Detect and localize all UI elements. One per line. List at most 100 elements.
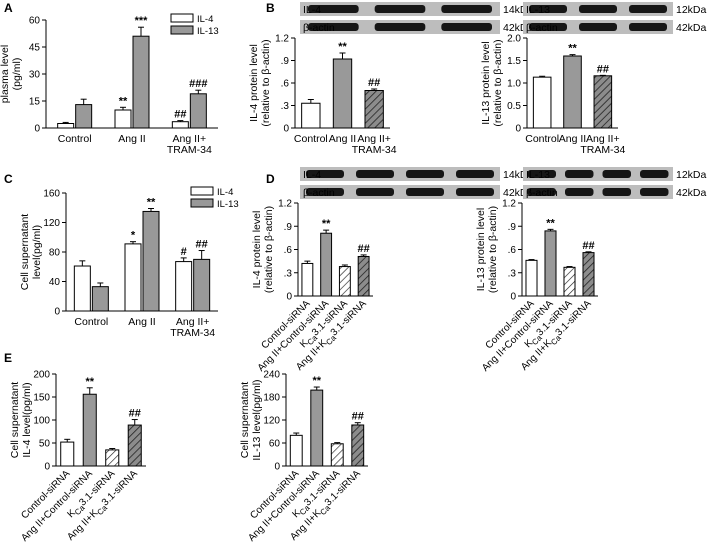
y-tick-label: 0 — [510, 292, 516, 303]
y-tick-label: 120 — [263, 416, 280, 427]
bar-3 — [127, 424, 142, 467]
y-tick-label: 200 — [33, 370, 50, 381]
blot-band — [441, 23, 492, 31]
blot-band — [356, 170, 394, 178]
y-axis-label: (relative to β-actin) — [263, 206, 275, 293]
y-tick-label: 0 — [54, 307, 60, 318]
blot-band — [308, 23, 359, 31]
chart-D-IL4: 0 .3 .6 .9 1.2 IL-4 protein level (relative to… — [251, 199, 373, 374]
bar-1 — [544, 230, 557, 297]
y-tick-label: 100 — [33, 416, 50, 427]
blot-protein-label: IL-4 — [303, 4, 321, 16]
significance-mark: ## — [582, 240, 594, 252]
y-tick-label: .3 — [508, 268, 517, 279]
blot-kda-label: 42kDa — [676, 22, 707, 34]
significance-mark: ** — [85, 376, 94, 388]
y-axis-label: level(pg/ml) — [31, 225, 43, 279]
category-label: TRAM-34 — [167, 144, 212, 156]
y-tick-label: .9 — [508, 222, 517, 233]
category-label: Ang II — [118, 133, 145, 145]
y-tick-label: 0 — [274, 462, 280, 473]
legend-swatch — [190, 198, 214, 208]
y-tick-label: 1.0 — [507, 79, 521, 90]
blot-band — [640, 188, 669, 196]
significance-mark: ## — [352, 411, 364, 423]
significance-mark: ## — [196, 239, 208, 251]
chart-B-IL13: 0 0.5 1.0 1.5 2.0 IL-13 protein level (relativ… — [480, 34, 625, 157]
y-tick-label: 0 — [286, 292, 292, 303]
blot-band — [456, 188, 494, 196]
y-tick-label: 180 — [263, 393, 280, 404]
panel-letter-E: E — [4, 351, 12, 365]
blot-band — [406, 188, 444, 196]
category-label: Ang II+ — [586, 133, 620, 145]
y-tick-label: 45 — [29, 43, 41, 54]
bar-3 — [582, 252, 595, 297]
blot-band — [527, 170, 556, 178]
y-tick-label: 80 — [49, 248, 61, 259]
bar-2 — [364, 90, 384, 129]
significance-mark: ** — [568, 43, 577, 55]
y-axis-label: IL-13 protein level — [480, 41, 492, 124]
category-label: TRAM-34 — [170, 327, 215, 339]
blot-actin-label: β-actin — [303, 22, 335, 34]
bar-1 — [82, 393, 97, 467]
category-label: Ang II — [329, 133, 356, 145]
bar-IL-4-1 — [114, 109, 132, 129]
blot-band — [374, 23, 426, 31]
category-label: Ang II+ — [176, 316, 210, 328]
category-label: Control — [74, 316, 108, 328]
significance-mark: ## — [129, 408, 141, 420]
panel-letter-B: B — [266, 1, 275, 15]
y-tick-label: .9 — [284, 222, 293, 233]
blot-band — [441, 5, 492, 13]
bar-0 — [525, 259, 538, 297]
category-label: Ang II — [559, 133, 586, 145]
blot-band — [602, 170, 631, 178]
y-tick-label: 0.5 — [507, 101, 521, 112]
bar-IL-13-2 — [193, 258, 211, 312]
y-tick-label: .9 — [281, 56, 290, 67]
bar-IL-13-0 — [75, 104, 93, 129]
y-axis-label: IL-4 level(pg/ml) — [21, 382, 33, 457]
bar-1 — [332, 58, 353, 129]
y-axis-label: plasma level — [0, 45, 11, 103]
y-tick-label: 60 — [269, 439, 281, 450]
chart-A: 0 15 30 45 60 plasma level (pg/ml) ** ## *** ### IL… — [0, 13, 219, 156]
y-tick-label: .6 — [281, 79, 290, 90]
significance-mark: *** — [135, 15, 149, 27]
bar-IL-4-2 — [175, 261, 193, 312]
blot-band — [306, 170, 344, 178]
significance-mark: ** — [322, 218, 331, 230]
blot-kda-label: 12kDa — [676, 4, 707, 16]
y-tick-label: 30 — [29, 70, 41, 81]
blot-actin-label: β-actin — [303, 187, 335, 199]
y-tick-label: 15 — [29, 97, 41, 108]
category-label: Control — [294, 133, 328, 145]
category-label: Ang II+ — [173, 133, 207, 145]
significance-mark: ** — [119, 95, 128, 107]
significance-mark: # — [181, 246, 187, 258]
y-axis-label: IL-13 protein level — [475, 208, 487, 291]
y-tick-label: 1.2 — [275, 34, 289, 45]
chart-E-IL13: 0 60 120 180 240 Cell supernatant IL-13 level(… — [239, 370, 368, 542]
chart-B-IL4: 0 .3 .6 .9 1.2 IL-4 protein level (relative to… — [248, 34, 397, 157]
y-tick-label: 150 — [33, 393, 50, 404]
bar-IL-13-0 — [91, 286, 109, 312]
blot-protein-label: IL-13 — [526, 169, 550, 181]
y-axis-label: (relative to β-actin) — [492, 39, 504, 126]
chart-E-IL4: 0 50 100 150 200 Cell supernatant IL-4 level(p… — [9, 370, 146, 542]
y-axis-label: Cell supernatant — [9, 382, 21, 459]
blot-band — [602, 188, 631, 196]
blot-strip — [300, 167, 500, 181]
y-tick-label: 1.5 — [507, 56, 521, 67]
y-axis-label: Cell supernatant — [19, 214, 31, 291]
blot-band — [565, 170, 594, 178]
blot-band — [308, 5, 359, 13]
category-label: TRAM-34 — [352, 144, 397, 156]
blot-actin-label: β-actin — [526, 22, 558, 34]
blot-band — [356, 188, 394, 196]
bar-2 — [338, 266, 351, 297]
